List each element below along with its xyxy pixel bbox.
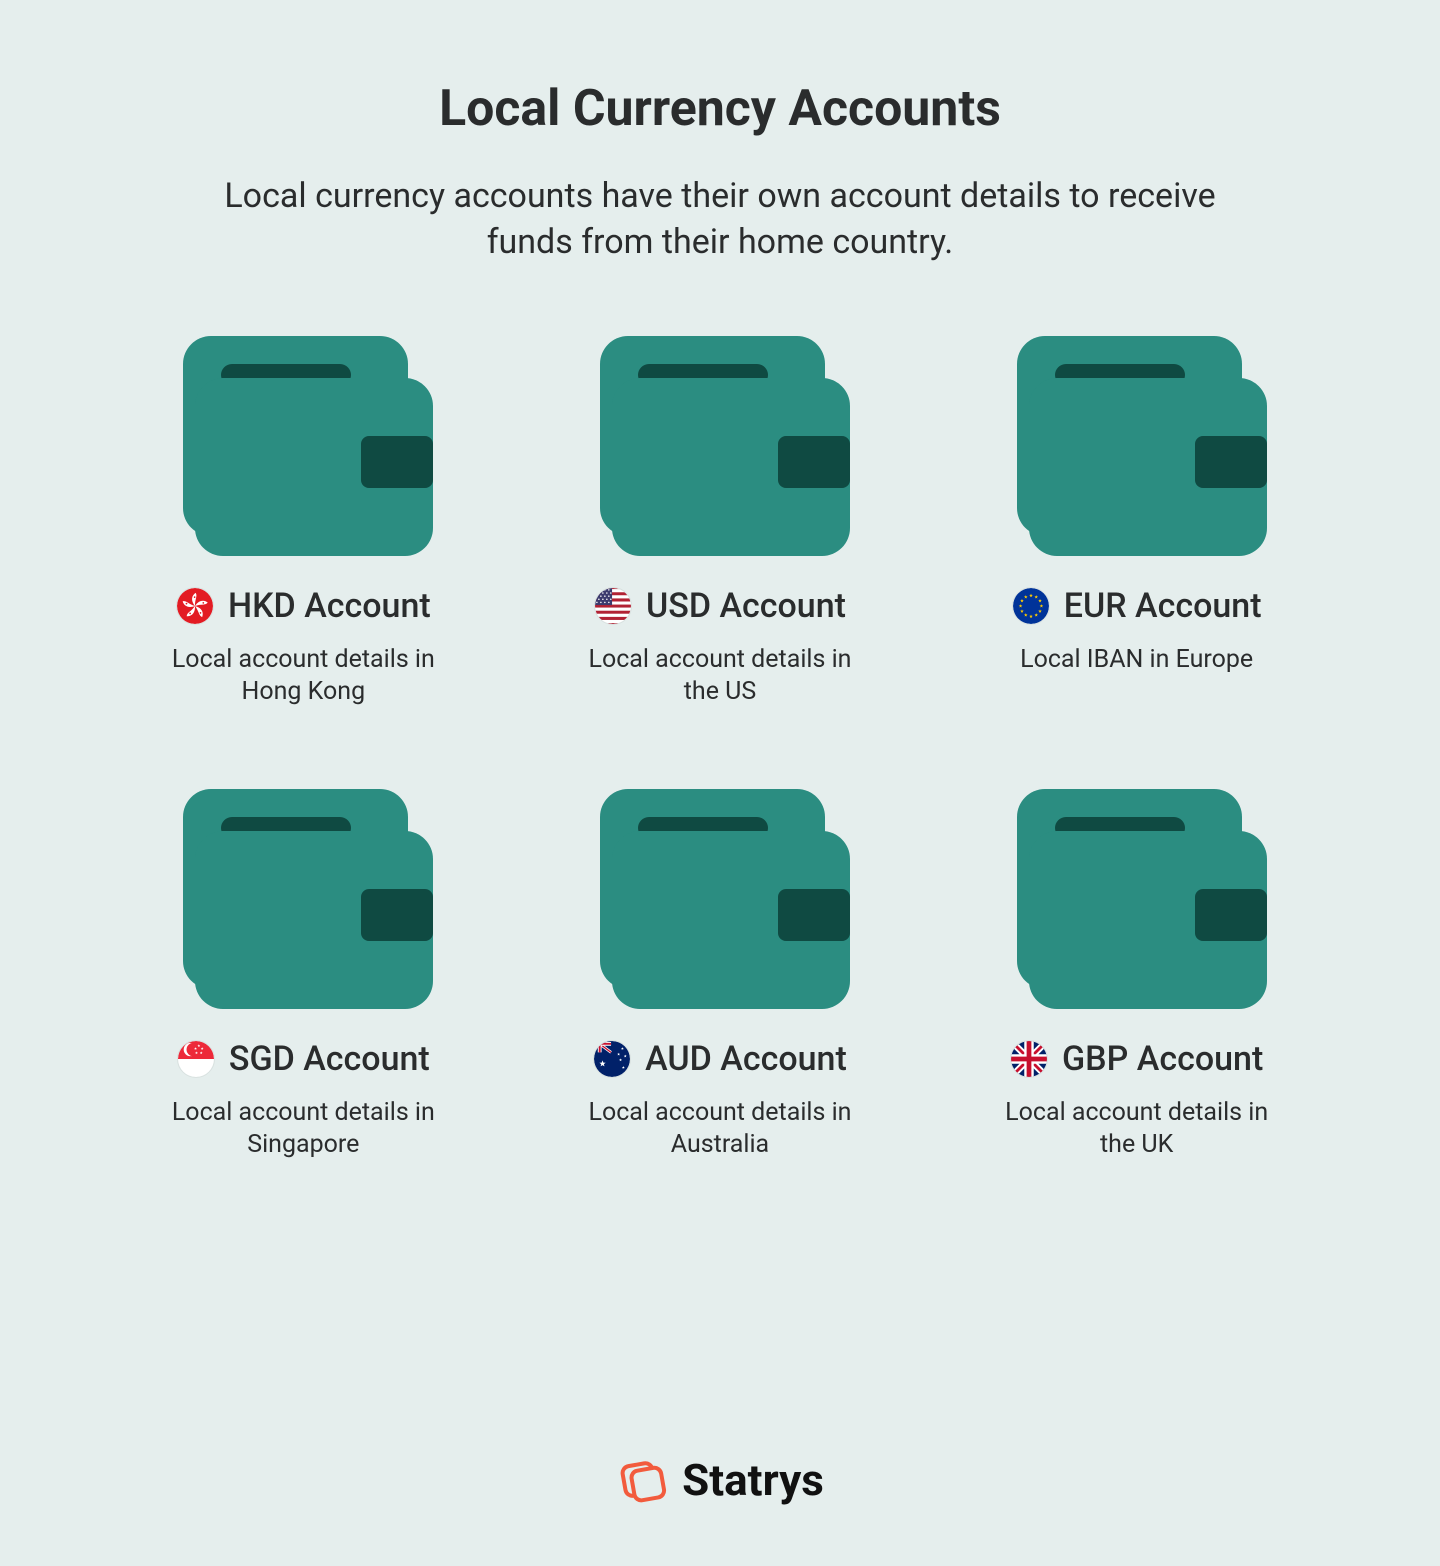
account-description: Local account details in the US — [570, 644, 870, 709]
account-description: Local IBAN in Europe — [1020, 644, 1253, 677]
account-title: HKD Account — [228, 586, 431, 626]
account-title: AUD Account — [645, 1039, 847, 1079]
account-card: GBP Account Local account details in the… — [963, 789, 1310, 1162]
account-description: Local account details in Hong Kong — [153, 644, 453, 709]
account-header: USD Account — [594, 586, 846, 626]
wallet-icon — [1007, 336, 1267, 556]
eu-flag-icon — [1012, 587, 1050, 625]
statrys-logo-icon — [616, 1454, 668, 1506]
australia-flag-icon — [593, 1040, 631, 1078]
account-header: HKD Account — [176, 586, 431, 626]
uk-flag-icon — [1010, 1040, 1048, 1078]
account-card: USD Account Local account details in the… — [547, 336, 894, 709]
hong-kong-flag-icon — [176, 587, 214, 625]
brand-name: Statrys — [682, 1454, 824, 1506]
account-title: USD Account — [646, 586, 846, 626]
account-card: EUR Account Local IBAN in Europe — [963, 336, 1310, 709]
singapore-flag-icon — [177, 1040, 215, 1078]
wallet-icon — [590, 789, 850, 1009]
account-header: SGD Account — [177, 1039, 430, 1079]
accounts-grid: HKD Account Local account details in Hon… — [130, 336, 1310, 1162]
us-flag-icon — [594, 587, 632, 625]
account-header: GBP Account — [1010, 1039, 1263, 1079]
account-title: SGD Account — [229, 1039, 430, 1079]
page-subtitle: Local currency accounts have their own a… — [210, 174, 1230, 266]
infographic-container: Local Currency Accounts Local currency a… — [0, 0, 1440, 1566]
account-description: Local account details in the UK — [987, 1097, 1287, 1162]
wallet-icon — [173, 789, 433, 1009]
wallet-icon — [173, 336, 433, 556]
wallet-icon — [590, 336, 850, 556]
account-title: EUR Account — [1064, 586, 1262, 626]
page-title: Local Currency Accounts — [439, 80, 1001, 138]
account-title: GBP Account — [1062, 1039, 1263, 1079]
brand-footer: Statrys — [616, 1454, 824, 1506]
account-card: HKD Account Local account details in Hon… — [130, 336, 477, 709]
account-card: SGD Account Local account details in Sin… — [130, 789, 477, 1162]
account-header: EUR Account — [1012, 586, 1262, 626]
account-description: Local account details in Singapore — [153, 1097, 453, 1162]
account-description: Local account details in Australia — [570, 1097, 870, 1162]
wallet-icon — [1007, 789, 1267, 1009]
account-card: AUD Account Local account details in Aus… — [547, 789, 894, 1162]
account-header: AUD Account — [593, 1039, 847, 1079]
